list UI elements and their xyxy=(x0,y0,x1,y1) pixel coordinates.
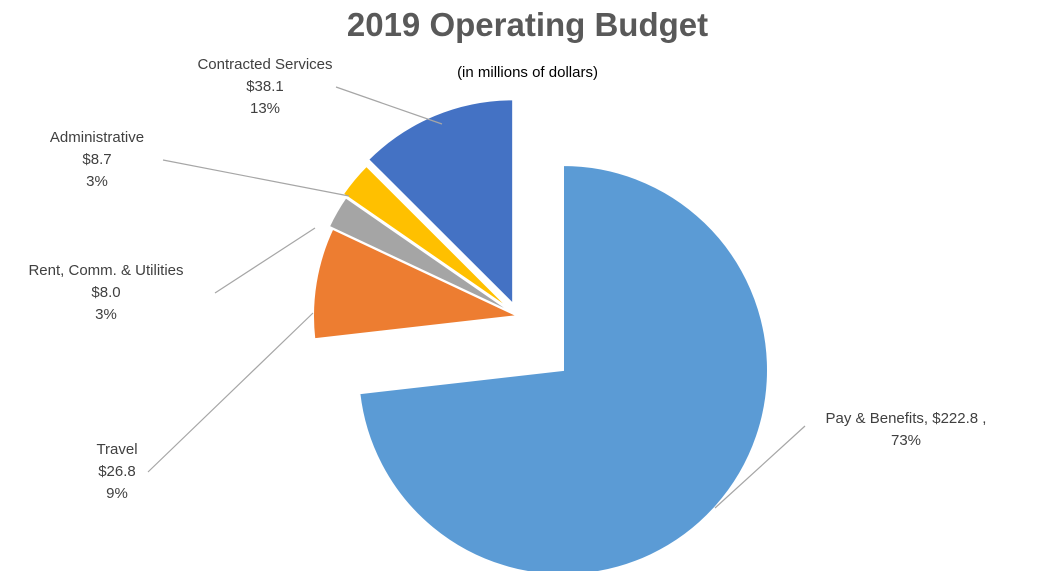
leader-lines xyxy=(147,86,806,509)
pie-slice-rent-comm-utilities xyxy=(327,195,515,315)
data-label-pay-benefits: Pay & Benefits, $222.8 , 73% xyxy=(826,410,987,449)
pie-slice-administrative xyxy=(341,164,513,312)
leader-line-rent-comm-utilities xyxy=(214,227,316,294)
data-label-contracted-services: Contracted Services $38.1 13% xyxy=(197,56,332,117)
pie-slice-contracted-services xyxy=(366,98,515,307)
chart-subtitle: (in millions of dollars) xyxy=(457,64,598,81)
pie-slice-travel xyxy=(312,227,522,341)
leader-line-travel xyxy=(147,312,314,473)
data-label-administrative: Administrative $8.7 3% xyxy=(50,129,144,190)
leader-line-pay-benefits xyxy=(714,425,806,509)
leader-line-contracted-services xyxy=(335,86,443,125)
data-labels: Pay & Benefits, $222.8 , 73% Travel $26.8 9%… xyxy=(28,56,986,502)
data-label-travel: Travel $26.8 9% xyxy=(96,441,137,502)
leader-line-administrative xyxy=(162,159,350,197)
pie-slices xyxy=(312,98,769,571)
chart-title: 2019 Operating Budget xyxy=(346,6,709,43)
data-label-rent-comm-utilities: Rent, Comm. & Utilities $8.0 3% xyxy=(28,262,183,323)
